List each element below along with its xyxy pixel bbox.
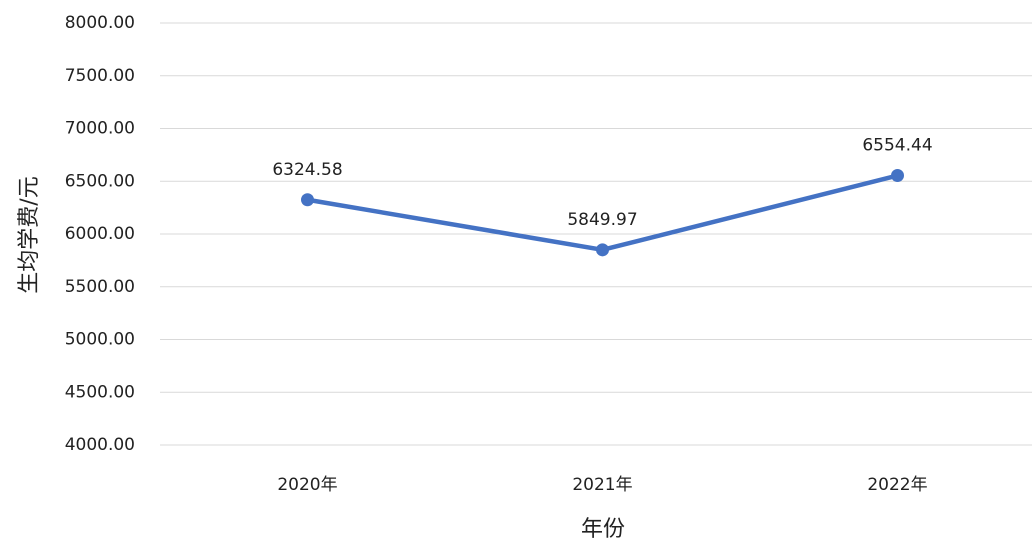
- data-label: 6554.44: [862, 136, 932, 156]
- y-axis-title: 生均学费/元: [17, 176, 42, 293]
- x-tick-label: 2021年: [572, 475, 632, 495]
- data-label: 5849.97: [567, 210, 637, 230]
- y-tick-label: 4500.00: [65, 382, 135, 402]
- x-tick-label: 2020年: [277, 475, 337, 495]
- point: [891, 169, 904, 183]
- y-tick-label: 7500.00: [65, 66, 135, 86]
- data-label: 6324.58: [272, 160, 342, 180]
- x-tick-label: 2022年: [867, 475, 927, 495]
- y-tick-label: 6500.00: [65, 171, 135, 191]
- y-tick-label: 8000.00: [65, 13, 135, 33]
- x-axis-title: 年份: [581, 517, 625, 542]
- y-tick-label: 4000.00: [65, 435, 135, 455]
- y-tick-label: 7000.00: [65, 119, 135, 139]
- y-tick-label: 6000.00: [65, 224, 135, 244]
- y-tick-label: 5000.00: [65, 330, 135, 350]
- y-tick-label: 5500.00: [65, 277, 135, 297]
- point: [301, 193, 314, 207]
- point: [596, 243, 609, 257]
